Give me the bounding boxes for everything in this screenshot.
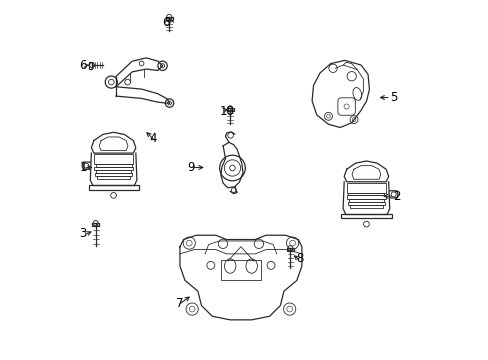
Bar [349, 205, 382, 208]
Text: 5: 5 [389, 91, 396, 104]
Text: 6: 6 [80, 59, 87, 72]
Text: 8: 8 [296, 252, 303, 265]
Bar [221, 260, 261, 280]
Bar [97, 176, 130, 179]
Bar [88, 185, 139, 190]
Bar [346, 195, 386, 199]
Bar [348, 199, 383, 202]
Bar [96, 170, 131, 173]
Text: 10: 10 [219, 105, 234, 118]
Bar [348, 193, 384, 195]
Text: 6: 6 [162, 16, 169, 29]
Bar [346, 183, 386, 193]
Text: 3: 3 [80, 227, 87, 240]
Text: 7: 7 [176, 297, 183, 310]
Bar [89, 62, 92, 69]
Text: 9: 9 [187, 161, 194, 174]
Bar [94, 154, 133, 164]
Bar [92, 223, 99, 226]
Bar [96, 164, 131, 167]
Bar [226, 108, 233, 111]
Bar [95, 173, 132, 176]
Bar [347, 202, 384, 205]
Text: 4: 4 [149, 132, 157, 145]
Bar [286, 248, 293, 251]
Text: 1: 1 [80, 161, 87, 174]
Bar [94, 167, 133, 170]
Bar [341, 214, 391, 219]
Text: 2: 2 [392, 190, 400, 203]
Bar [165, 17, 172, 20]
